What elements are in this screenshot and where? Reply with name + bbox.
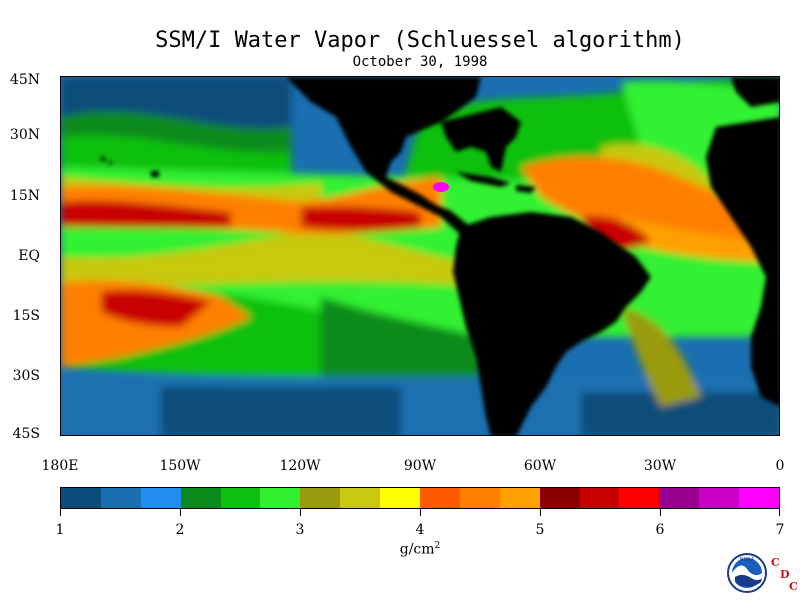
colorbar-segment-18 [739, 488, 780, 508]
colorbar-tick-mark-6 [660, 509, 661, 516]
units-exponent: 2 [434, 541, 441, 551]
colorbar-segment-8 [340, 488, 381, 508]
colorbar-tick-mark-5 [540, 509, 541, 516]
lon-label-120w: 120W [279, 458, 321, 474]
colorbar-segment-2 [100, 488, 141, 508]
water-vapor-map [60, 76, 780, 436]
cdc-letter-3: C [789, 580, 798, 593]
colorbar-segment-15 [619, 488, 660, 508]
colorbar-tick-mark-3 [300, 509, 301, 516]
colorbar-tick-1: 1 [55, 522, 65, 538]
colorbar-tick-6: 6 [655, 522, 665, 538]
map-date: October 30, 1998 [352, 54, 488, 70]
lat-label-30n: 30N [9, 127, 40, 143]
max-moisture-spot [433, 182, 449, 192]
cdc-letter-2: D [780, 568, 790, 581]
colorbar-tick-mark-7 [779, 509, 780, 516]
colorbar-segment-14 [579, 488, 620, 508]
lon-label-90w: 90W [403, 458, 437, 474]
colorbar-units: g/cm2 [380, 541, 460, 558]
lat-label-45n: 45N [9, 72, 40, 88]
colorbar-tick-4: 4 [415, 522, 425, 538]
colorbar-segment-13 [539, 488, 580, 508]
colorbar [60, 487, 780, 509]
colorbar-segment-6 [260, 488, 301, 508]
lon-label-0: 0 [775, 458, 785, 474]
colorbar-tick-3: 3 [295, 522, 305, 538]
colorbar-tick-mark-4 [420, 509, 421, 516]
colorbar-tick-7: 7 [775, 522, 785, 538]
colorbar-segment-4 [180, 488, 221, 508]
noaa-logo-text: NOAA [740, 557, 755, 563]
colorbar-tick-2: 2 [175, 522, 185, 538]
water-vapor-field [61, 77, 779, 435]
colorbar-tick-mark-1 [60, 509, 61, 516]
colorbar-segment-17 [699, 488, 740, 508]
colorbar-segment-7 [300, 488, 341, 508]
cdc-letter-1: C [771, 556, 780, 569]
lat-label-15s: 15S [12, 308, 40, 324]
noaa-logo-icon: NOAA [727, 553, 767, 593]
colorbar-segment-12 [499, 488, 540, 508]
lat-label-eq: EQ [18, 248, 40, 264]
colorbar-segment-5 [220, 488, 261, 508]
map-title: SSM/I Water Vapor (Schluessel algorithm) [155, 28, 685, 53]
lon-label-150w: 150W [159, 458, 201, 474]
colorbar-segment-3 [140, 488, 181, 508]
colorbar-segment-11 [459, 488, 500, 508]
lon-label-60w: 60W [523, 458, 557, 474]
colorbar-tick-mark-2 [180, 509, 181, 516]
colorbar-segment-1 [61, 488, 101, 508]
units-text: g/cm [399, 541, 435, 558]
lon-label-180e: 180E [41, 458, 79, 474]
colorbar-tick-5: 5 [535, 522, 545, 538]
lat-label-45s: 45S [12, 426, 40, 442]
lon-label-30w: 30W [643, 458, 677, 474]
colorbar-segment-16 [659, 488, 700, 508]
colorbar-segment-9 [380, 488, 421, 508]
lat-label-30s: 30S [12, 368, 40, 384]
lat-label-15n: 15N [9, 188, 40, 204]
colorbar-segment-10 [420, 488, 460, 508]
